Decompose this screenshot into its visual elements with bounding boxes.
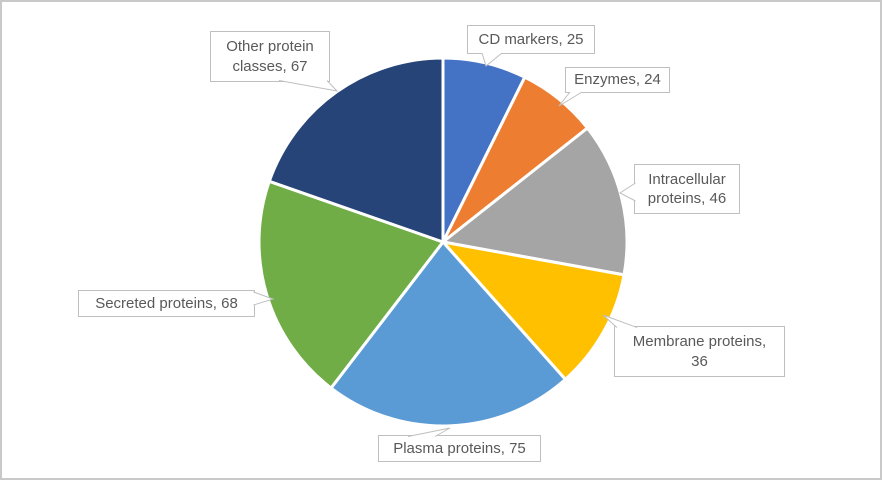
data-label-text: Other protein classes, 67 xyxy=(226,38,314,75)
data-label-secreted-proteins[interactable]: Secreted proteins, 68 xyxy=(78,290,255,317)
data-label-text: CD markers, 25 xyxy=(478,30,584,48)
data-label-enzymes[interactable]: Enzymes, 24 xyxy=(565,67,670,93)
data-label-text: Intracellular proteins, 46 xyxy=(647,170,727,208)
pie-slice-other-protein-classes[interactable] xyxy=(267,56,445,244)
data-label-other-protein-classes[interactable]: Other protein classes, 67 xyxy=(210,31,330,82)
data-label-membrane-proteins[interactable]: Membrane proteins, 36 xyxy=(614,326,785,377)
pie-slice-plasma-proteins[interactable] xyxy=(329,240,567,428)
data-label-text: Membrane proteins, 36 xyxy=(632,333,767,370)
data-label-text: Enzymes, 24 xyxy=(574,71,661,89)
data-label-text: Plasma proteins, 75 xyxy=(393,439,526,457)
data-label-cd-markers[interactable]: CD markers, 25 xyxy=(467,25,595,54)
data-label-plasma-proteins[interactable]: Plasma proteins, 75 xyxy=(378,435,541,462)
data-label-intracellular-proteins[interactable]: Intracellular proteins, 46 xyxy=(634,164,740,214)
data-label-text: Secreted proteins, 68 xyxy=(95,294,238,312)
pie-slice-membrane-proteins[interactable] xyxy=(441,240,626,381)
pie-plot-area xyxy=(257,56,629,428)
